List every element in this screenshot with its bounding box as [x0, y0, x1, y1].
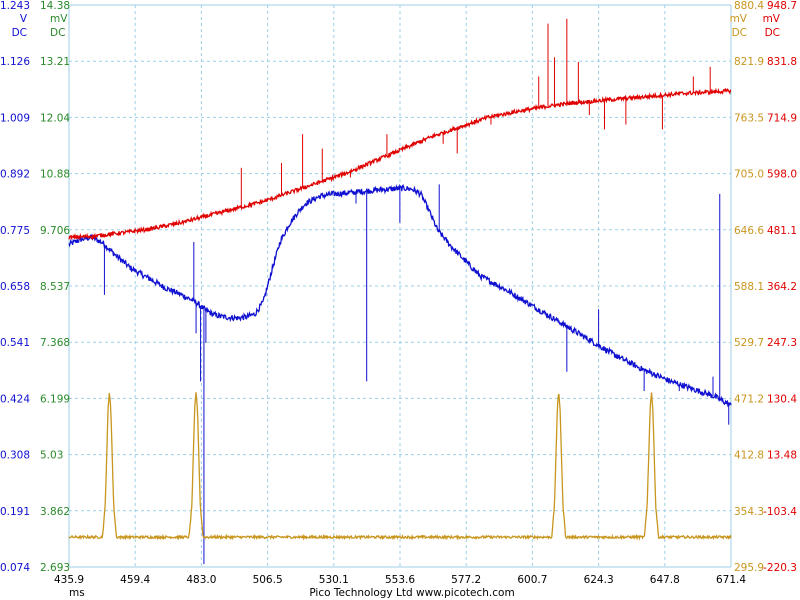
y-tick-label-c: 705.0: [734, 169, 764, 181]
y-tick-label-b: 8.537: [40, 281, 70, 293]
y-tick-label-c: 588.1: [734, 281, 764, 293]
x-tick-label: 483.0: [186, 574, 216, 586]
x-tick-label: 530.1: [319, 574, 349, 586]
coupling-label-d: DC: [765, 27, 780, 39]
y-tick-label-c: 412.8: [734, 450, 764, 462]
y-tick-label-d: 13.48: [767, 450, 797, 462]
y-tick-label-b: 6.199: [40, 393, 70, 405]
y-tick-label-d: 364.2: [767, 281, 797, 293]
coupling-label-c: DC: [732, 27, 747, 39]
y-tick-label-b: 12.04: [40, 112, 70, 124]
axis-headers: V DC mV DC mV DC mV DC: [12, 13, 781, 39]
y-tick-label-a: 0.775: [0, 225, 30, 237]
x-tick-labels: 435.9 459.4 483.0 506.5 530.1 553.6 577.2 600.7…: [54, 574, 746, 586]
y-tick-label-d: -103.4: [763, 506, 797, 518]
y-tick-label-b: 3.862: [40, 506, 70, 518]
x-unit-label: ms: [69, 587, 85, 599]
y-tick-label-a: 0.424: [0, 393, 30, 405]
y-tick-label-b: 9.706: [40, 225, 70, 237]
x-tick-label: 600.7: [517, 574, 547, 586]
y-tick-label-b: 5.03: [40, 450, 63, 462]
y-tick-label-b: 2.693: [40, 562, 70, 574]
unit-label-c: mV: [730, 13, 748, 25]
y-tick-label-a: 0.892: [0, 169, 30, 181]
y-tick-label-c: 354.3: [734, 506, 764, 518]
unit-label-d: mV: [763, 13, 781, 25]
y-tick-label-b: 14.38: [40, 0, 70, 12]
traces: [68, 18, 732, 565]
coupling-label-b: DC: [50, 27, 65, 39]
y-tick-label-c: 880.4: [734, 0, 764, 12]
footer-credit: Pico Technology Ltd www.picotech.com: [309, 587, 514, 599]
y-tick-label-a: 0.074: [0, 562, 30, 574]
x-tick-label: 459.4: [120, 574, 150, 586]
y-tick-label-c: 471.2: [734, 393, 764, 405]
y-tick-label-b: 10.88: [40, 169, 70, 181]
y-tick-label-d: 598.0: [767, 169, 797, 181]
y-tick-label-d: 714.9: [767, 112, 797, 124]
y-tick-label-d: 481.1: [767, 225, 797, 237]
y-tick-label-a: 0.308: [0, 450, 30, 462]
y-tick-label-c: 646.6: [734, 225, 764, 237]
y-tick-label-d: -220.3: [763, 562, 797, 574]
x-tick-label: 506.5: [253, 574, 283, 586]
x-tick-label: 577.2: [451, 574, 481, 586]
x-tick-label: 671.4: [716, 574, 746, 586]
y-tick-label-a: 1.126: [0, 56, 30, 68]
grid-lines: [68, 4, 732, 568]
x-tick-label: 435.9: [54, 574, 84, 586]
unit-label-b: mV: [50, 13, 68, 25]
trace-d: [68, 87, 732, 241]
y-tick-label-d: 948.7: [767, 0, 797, 12]
x-tick-label: 553.6: [385, 574, 415, 586]
y-tick-label-d: 831.8: [767, 56, 797, 68]
y-tick-label-a: 1.009: [0, 112, 30, 124]
unit-label-a: V: [20, 13, 28, 25]
y-tick-labels: 1.243 1.126 1.009 0.892 0.775 0.658 0.541 0.424…: [0, 0, 797, 574]
y-tick-label-b: 7.368: [40, 337, 70, 349]
x-tick-label: 647.8: [650, 574, 680, 586]
x-tick-label: 624.3: [584, 574, 614, 586]
y-tick-label-a: 0.541: [0, 337, 30, 349]
y-tick-label-d: 130.4: [767, 393, 797, 405]
y-tick-label-c: 295.9: [734, 562, 764, 574]
y-tick-label-a: 1.243: [0, 0, 30, 12]
coupling-label-a: DC: [12, 27, 27, 39]
trace-a: [68, 183, 732, 407]
y-tick-label-b: 13.21: [40, 56, 70, 68]
y-tick-label-c: 529.7: [734, 337, 764, 349]
y-tick-label-a: 0.658: [0, 281, 30, 293]
y-tick-label-c: 821.9: [734, 56, 764, 68]
trace-c: [68, 392, 732, 541]
y-tick-label-c: 763.5: [734, 112, 764, 124]
y-tick-label-a: 0.191: [0, 506, 30, 518]
y-tick-label-d: 247.3: [767, 337, 797, 349]
